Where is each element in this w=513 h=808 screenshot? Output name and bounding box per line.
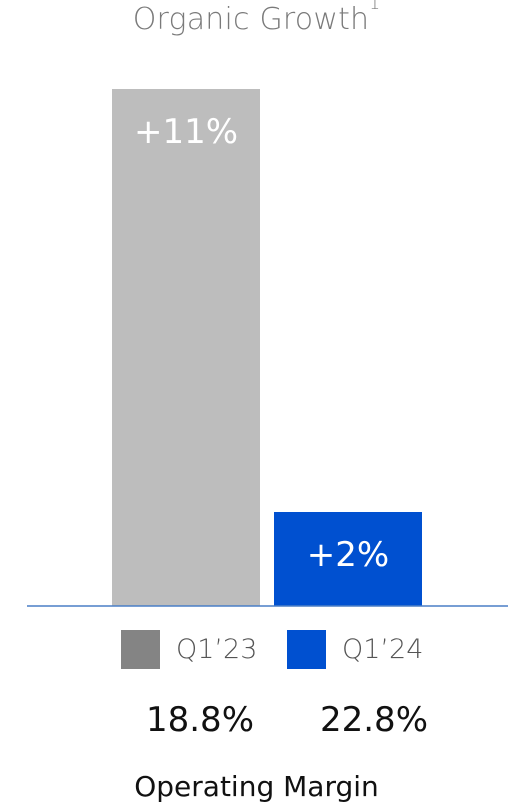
operating-margin-q1-24: 22.8% xyxy=(319,700,428,740)
data-label-q1-23: +11% xyxy=(134,112,238,152)
chart-title-text: Organic Growth xyxy=(132,2,370,37)
legend-label-q1-24: Q1’24 xyxy=(342,634,424,665)
chart-legend: Q1’23 Q1’24 xyxy=(0,630,513,670)
operating-margin-values: 18.8% 22.8% xyxy=(0,700,513,748)
legend-item-q1-24: Q1’24 xyxy=(287,630,423,669)
operating-margin-label: Operating Margin xyxy=(134,770,379,803)
legend-item-q1-23: Q1’23 xyxy=(121,630,257,669)
legend-swatch-q1-24 xyxy=(287,630,326,669)
legend-label-q1-23: Q1’23 xyxy=(176,634,258,665)
chart-title: Organic Growth1 xyxy=(0,0,513,37)
bar-q1-24 xyxy=(274,512,422,606)
operating-margin-q1-23: 18.8% xyxy=(145,700,254,740)
data-label-q1-24: +2% xyxy=(307,535,389,575)
chart-title-footnote: 1 xyxy=(369,0,381,14)
legend-swatch-q1-23 xyxy=(121,630,160,669)
bar-q1-23 xyxy=(112,89,260,606)
bar-chart: +11% +2% xyxy=(27,89,508,607)
